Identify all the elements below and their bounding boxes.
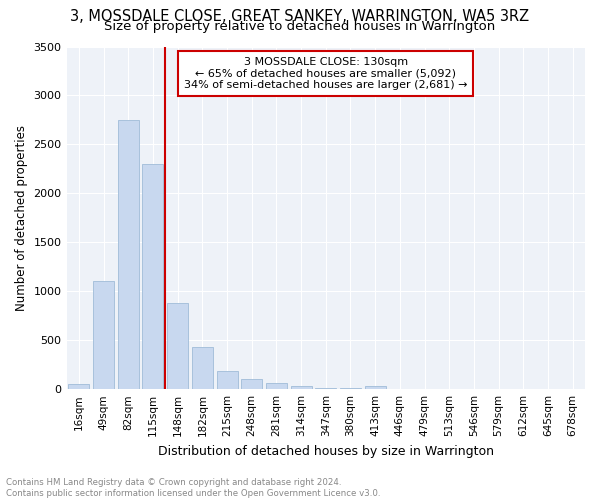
Text: 3 MOSSDALE CLOSE: 130sqm
← 65% of detached houses are smaller (5,092)
34% of sem: 3 MOSSDALE CLOSE: 130sqm ← 65% of detach… — [184, 57, 467, 90]
Bar — [365, 386, 386, 389]
Bar — [266, 383, 287, 389]
Bar — [217, 370, 238, 389]
Bar — [167, 303, 188, 389]
Text: 3, MOSSDALE CLOSE, GREAT SANKEY, WARRINGTON, WA5 3RZ: 3, MOSSDALE CLOSE, GREAT SANKEY, WARRING… — [70, 9, 530, 24]
Bar — [340, 388, 361, 389]
Bar — [192, 347, 213, 389]
Bar — [142, 164, 163, 389]
X-axis label: Distribution of detached houses by size in Warrington: Distribution of detached houses by size … — [158, 444, 494, 458]
Bar — [290, 386, 311, 389]
Bar — [241, 380, 262, 389]
Bar — [93, 282, 114, 389]
Bar — [68, 384, 89, 389]
Bar — [118, 120, 139, 389]
Bar — [315, 388, 336, 389]
Text: Size of property relative to detached houses in Warrington: Size of property relative to detached ho… — [104, 20, 496, 33]
Y-axis label: Number of detached properties: Number of detached properties — [15, 125, 28, 311]
Text: Contains HM Land Registry data © Crown copyright and database right 2024.
Contai: Contains HM Land Registry data © Crown c… — [6, 478, 380, 498]
